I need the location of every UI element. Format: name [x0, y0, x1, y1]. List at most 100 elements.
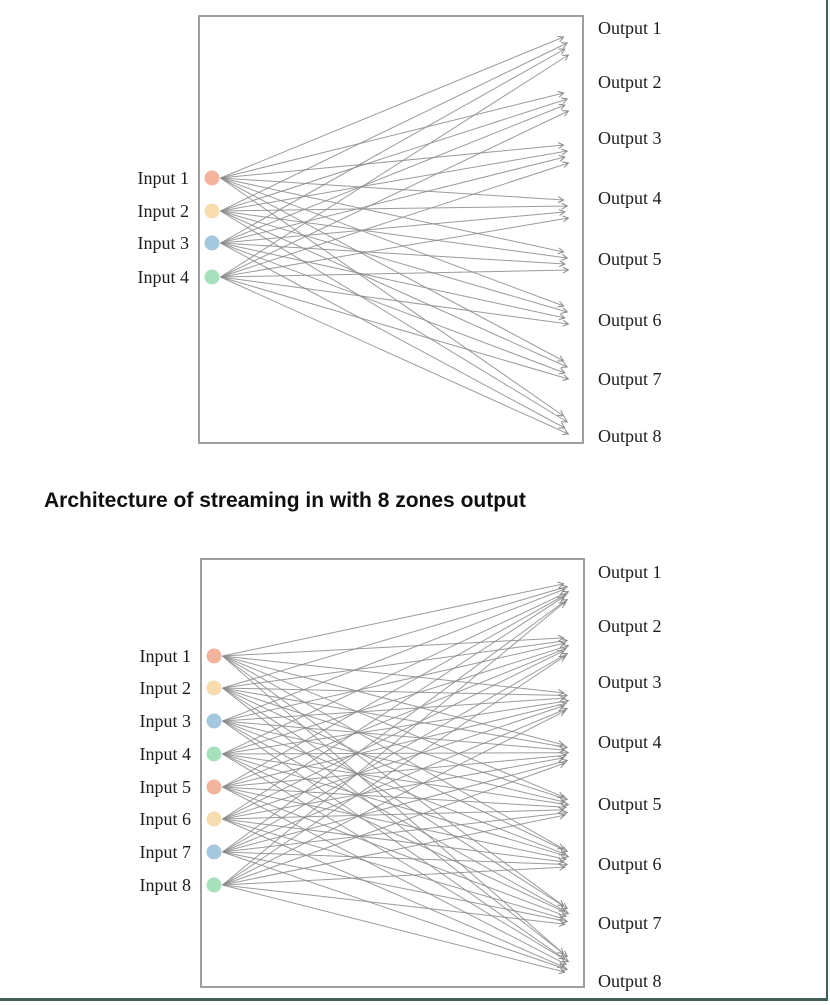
connection-line	[222, 818, 565, 968]
connection-line	[220, 161, 570, 278]
output-label: Output 1	[598, 18, 662, 38]
connection-line	[222, 643, 570, 755]
connection-line	[220, 42, 569, 212]
input-node-dot	[204, 269, 220, 285]
connection-line	[222, 753, 570, 915]
connection-line	[222, 720, 566, 856]
page-edge-border-right	[826, 0, 828, 1001]
input-node-dot	[206, 844, 222, 860]
input-label: Input 2	[137, 201, 190, 221]
input-node-dot	[206, 648, 222, 664]
input-node-dot	[206, 713, 222, 729]
connection-line	[222, 687, 569, 699]
connection-line	[222, 851, 569, 972]
connection-line	[222, 655, 566, 886]
connection-line	[222, 720, 566, 805]
connection-line	[220, 177, 565, 417]
input-node-dot	[204, 235, 220, 251]
connection-line	[222, 755, 565, 820]
output-label: Output 3	[598, 672, 662, 692]
connection-line	[220, 148, 569, 212]
connection-line	[222, 687, 569, 910]
connection-line	[222, 590, 570, 755]
output-label: Output 3	[598, 128, 662, 148]
connection-line	[222, 593, 567, 788]
input-label: Input 4	[137, 267, 190, 287]
connection-line	[222, 655, 565, 850]
connection-line	[222, 720, 566, 754]
output-label: Output 8	[598, 426, 662, 446]
connection-line	[220, 215, 570, 278]
connection-line	[222, 818, 565, 865]
connection-line	[222, 581, 565, 657]
connection-line	[220, 110, 570, 278]
connection-line	[220, 54, 570, 278]
connection-line	[222, 809, 569, 853]
connection-line	[222, 650, 565, 820]
connection-line	[222, 598, 569, 853]
connection-line	[222, 753, 570, 859]
input-label: Input 1	[137, 168, 190, 188]
connection-line	[222, 758, 569, 853]
input-node-dot	[206, 779, 222, 795]
bipartite-diagram-8-inputs-8-outputs	[200, 558, 585, 988]
connection-line	[220, 154, 566, 244]
connection-line	[220, 276, 570, 327]
connection-line	[220, 177, 565, 308]
input-label: Input 2	[139, 678, 192, 698]
connection-line	[222, 584, 569, 689]
connection-line	[220, 209, 566, 244]
connection-line	[220, 35, 565, 179]
connection-line	[222, 851, 569, 924]
connection-line	[222, 749, 570, 757]
connection-line	[222, 863, 566, 886]
connection-line	[222, 601, 566, 886]
connection-line	[222, 753, 570, 808]
diagram-box	[198, 15, 584, 444]
connection-line	[222, 707, 569, 853]
connection-line	[222, 687, 569, 958]
output-label: Output 5	[598, 249, 662, 269]
input-node-dot	[204, 203, 220, 219]
input-label: Input 8	[139, 875, 192, 895]
connection-line	[222, 818, 565, 921]
input-node-dot	[206, 877, 222, 893]
output-label: Output 7	[598, 913, 662, 933]
input-label: Input 4	[139, 744, 192, 764]
input-label: Input 1	[139, 646, 192, 666]
connection-line	[220, 97, 569, 212]
connection-line	[220, 242, 566, 321]
output-label: Output 7	[598, 369, 662, 389]
connection-line	[222, 652, 569, 853]
connection-line	[220, 210, 569, 368]
connection-line	[220, 210, 569, 314]
connection-line	[220, 276, 570, 435]
connection-line	[220, 177, 565, 255]
connection-line	[222, 695, 566, 722]
connection-line	[222, 720, 566, 912]
connection-line	[220, 90, 565, 179]
section-heading: Architecture of streaming in with 8 zone…	[44, 489, 526, 512]
connection-line	[220, 276, 570, 381]
connection-line	[222, 587, 566, 722]
page-edge-border-bottom	[0, 998, 828, 1001]
connection-line	[220, 210, 569, 261]
connection-line	[222, 634, 565, 657]
connection-line	[222, 640, 566, 722]
connection-line	[220, 242, 566, 268]
input-label: Input 7	[139, 842, 192, 862]
connection-line	[222, 786, 568, 862]
connection-line	[222, 698, 570, 755]
connection-line	[222, 647, 567, 788]
connection-line	[222, 761, 566, 886]
connection-line	[220, 142, 565, 179]
connection-line	[220, 266, 570, 278]
connection-line	[222, 701, 568, 788]
input-node-dot	[206, 746, 222, 762]
connection-line	[222, 884, 566, 927]
input-label: Input 3	[139, 711, 192, 731]
input-label: Input 6	[139, 809, 192, 829]
output-label: Output 4	[598, 188, 662, 208]
connection-line	[222, 884, 566, 975]
